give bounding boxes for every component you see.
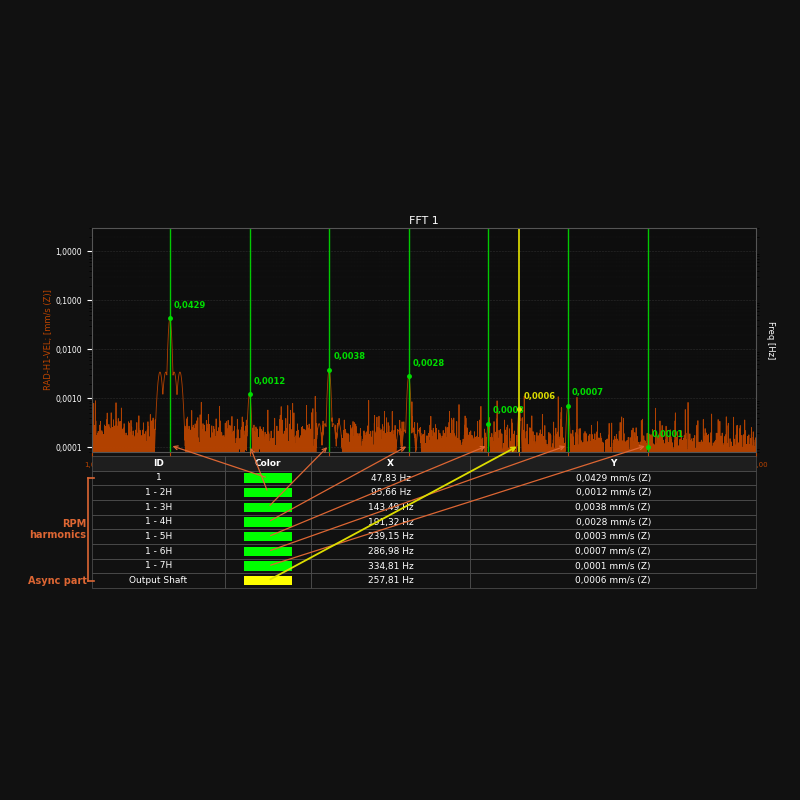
Text: 0,0006 mm/s (Z): 0,0006 mm/s (Z)	[575, 576, 651, 585]
Text: 334,81 Hz: 334,81 Hz	[368, 562, 414, 570]
Text: Output Shaft: Output Shaft	[130, 576, 187, 585]
Y-axis label: RAD-H1-VEL; [mm/s (Z)]: RAD-H1-VEL; [mm/s (Z)]	[44, 290, 53, 390]
Text: 0,0003 mm/s (Z): 0,0003 mm/s (Z)	[575, 532, 651, 541]
Text: 1 - 4H: 1 - 4H	[145, 518, 172, 526]
Text: 0,0429: 0,0429	[174, 301, 206, 310]
Text: 1 - 6H: 1 - 6H	[145, 547, 172, 556]
Text: 95,66 Hz: 95,66 Hz	[370, 488, 411, 497]
Text: 0,0012 mm/s (Z): 0,0012 mm/s (Z)	[575, 488, 651, 497]
Text: 0,0007 mm/s (Z): 0,0007 mm/s (Z)	[575, 547, 651, 556]
Text: RPM
harmonics: RPM harmonics	[30, 518, 86, 540]
Text: X: X	[387, 459, 394, 468]
Text: 1 - 5H: 1 - 5H	[145, 532, 172, 541]
Text: 0,0038 mm/s (Z): 0,0038 mm/s (Z)	[575, 503, 651, 512]
Text: 286,98 Hz: 286,98 Hz	[368, 547, 414, 556]
Text: 1: 1	[155, 474, 162, 482]
Text: 0,0028: 0,0028	[413, 358, 445, 368]
Text: 1 - 3H: 1 - 3H	[145, 503, 172, 512]
Text: Async part: Async part	[27, 576, 86, 586]
Text: 0,0028 mm/s (Z): 0,0028 mm/s (Z)	[575, 518, 651, 526]
Text: 0,0001: 0,0001	[652, 430, 684, 438]
Text: 0,0038: 0,0038	[334, 352, 366, 362]
Text: 143,49 Hz: 143,49 Hz	[368, 503, 414, 512]
Text: Color: Color	[254, 459, 282, 468]
Text: 47,83 Hz: 47,83 Hz	[370, 474, 411, 482]
Title: FFT 1: FFT 1	[409, 216, 439, 226]
Text: 0,0429 mm/s (Z): 0,0429 mm/s (Z)	[576, 474, 651, 482]
Text: 191,32 Hz: 191,32 Hz	[368, 518, 414, 526]
Text: 0,0003: 0,0003	[493, 406, 525, 415]
Text: 0,0007: 0,0007	[572, 388, 604, 398]
Text: 1 - 2H: 1 - 2H	[145, 488, 172, 497]
Text: 239,15 Hz: 239,15 Hz	[368, 532, 414, 541]
Y-axis label: Freq [Hz]: Freq [Hz]	[766, 321, 774, 359]
Text: Y: Y	[610, 459, 617, 468]
Text: ID: ID	[153, 459, 164, 468]
Text: 0,0006: 0,0006	[523, 391, 556, 401]
Text: 0,0012: 0,0012	[254, 377, 286, 386]
Text: 0,0001 mm/s (Z): 0,0001 mm/s (Z)	[575, 562, 651, 570]
Text: 1 - 7H: 1 - 7H	[145, 562, 172, 570]
Text: 257,81 Hz: 257,81 Hz	[368, 576, 414, 585]
